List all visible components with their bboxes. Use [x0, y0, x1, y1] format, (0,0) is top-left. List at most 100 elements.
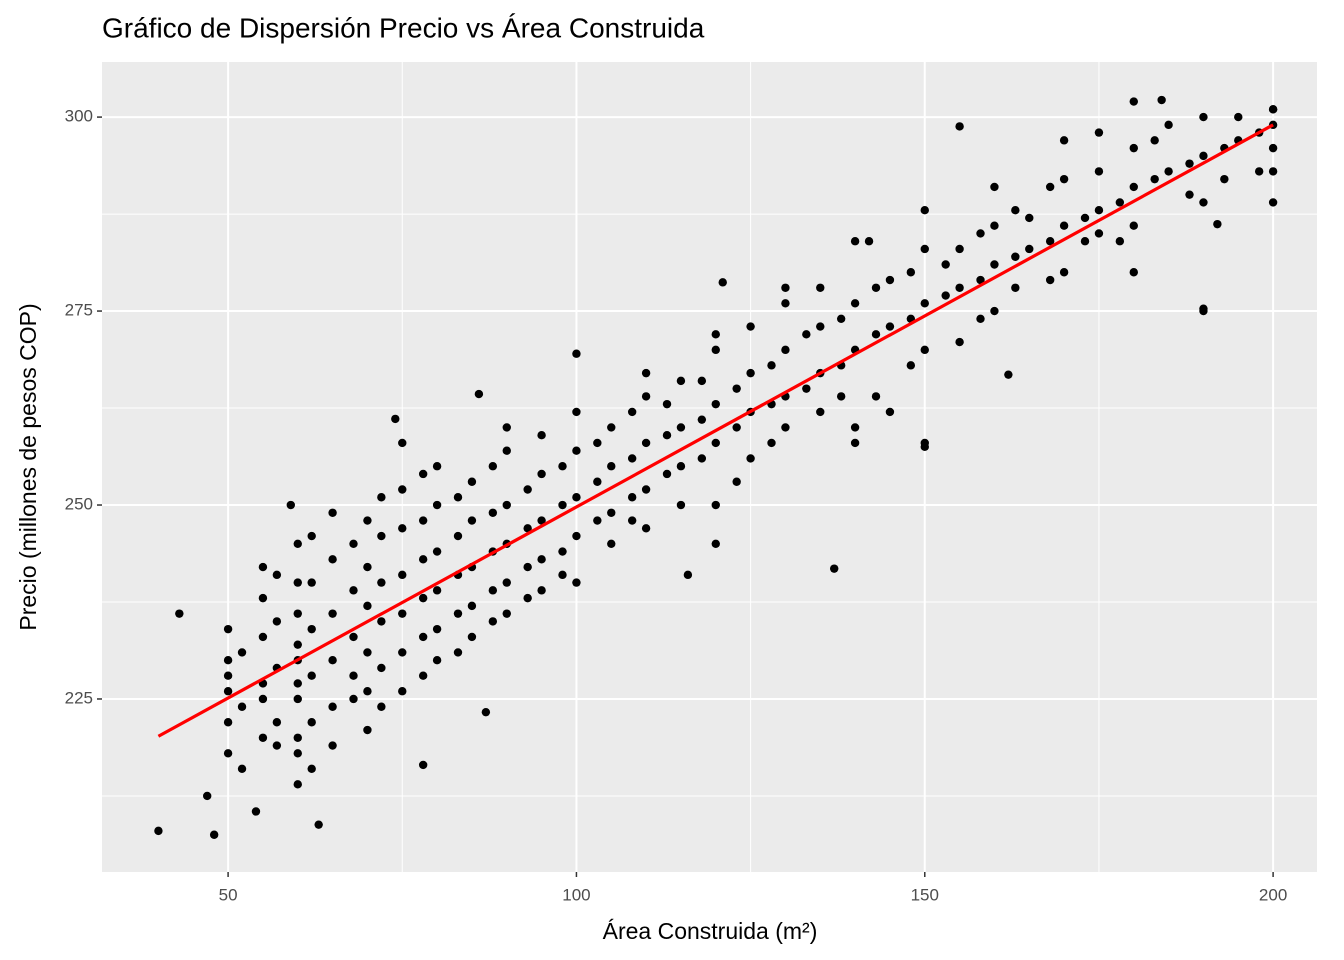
point [328, 555, 337, 564]
point [607, 539, 616, 549]
point [850, 237, 860, 246]
point [258, 632, 268, 642]
point [398, 609, 407, 618]
point [1129, 97, 1138, 106]
point [1268, 105, 1278, 114]
x-tick-label: 150 [911, 885, 939, 904]
point [293, 539, 302, 549]
point [391, 414, 400, 424]
point [802, 384, 811, 393]
point [607, 462, 616, 471]
point [488, 508, 498, 517]
point [1129, 143, 1138, 153]
point [398, 570, 407, 580]
point [1011, 252, 1020, 261]
y-tick-label: 225 [65, 688, 93, 707]
point [1129, 221, 1138, 230]
point [1164, 120, 1173, 130]
point [537, 469, 546, 479]
point [836, 392, 846, 401]
point [467, 477, 477, 486]
point [1115, 237, 1125, 246]
point [537, 430, 546, 440]
point [523, 524, 532, 533]
point [641, 438, 651, 448]
point [272, 741, 282, 750]
point [1150, 174, 1159, 184]
y-tick-label: 250 [65, 495, 93, 514]
point [502, 500, 511, 510]
point [781, 345, 790, 355]
point [1129, 182, 1138, 192]
point [871, 283, 881, 292]
point [272, 718, 282, 727]
point [976, 275, 985, 285]
panel [102, 62, 1317, 872]
point [328, 655, 337, 665]
point [202, 791, 212, 801]
point [453, 609, 463, 618]
point [920, 205, 929, 215]
point [272, 570, 282, 580]
point [223, 718, 233, 727]
point [732, 477, 741, 486]
point [1157, 95, 1166, 105]
point [363, 687, 372, 696]
point [488, 462, 498, 471]
point [418, 516, 428, 525]
point [711, 345, 720, 355]
point [1268, 143, 1278, 153]
point [293, 780, 302, 789]
point [1220, 174, 1229, 184]
point [398, 687, 407, 696]
point [607, 423, 616, 432]
point [349, 539, 358, 549]
point [850, 423, 860, 432]
point [258, 562, 268, 572]
point [941, 291, 950, 300]
trend-line [157, 123, 1274, 738]
point [955, 337, 964, 347]
point [237, 648, 247, 657]
point [607, 508, 616, 517]
point [537, 586, 546, 595]
point [1011, 205, 1020, 215]
point [641, 368, 651, 378]
point [418, 760, 428, 770]
point [558, 462, 567, 471]
y-tick-label: 300 [65, 107, 93, 126]
point [1150, 136, 1159, 145]
point [349, 694, 358, 704]
point [307, 764, 316, 774]
point [293, 679, 302, 688]
point [697, 415, 707, 424]
point [537, 555, 546, 564]
point [572, 407, 581, 417]
point [363, 562, 372, 572]
point [418, 593, 428, 603]
point [237, 702, 247, 711]
point [432, 500, 442, 510]
point [1025, 244, 1034, 254]
point [885, 275, 895, 285]
point [314, 820, 323, 829]
point [906, 361, 916, 370]
point [502, 609, 511, 618]
point [223, 655, 233, 665]
point [816, 283, 825, 292]
point [209, 830, 219, 839]
point [328, 741, 337, 750]
point [453, 648, 463, 657]
point [1011, 283, 1020, 292]
point [502, 446, 511, 455]
point [293, 694, 302, 704]
point [286, 500, 295, 510]
point [850, 438, 860, 448]
point [697, 376, 707, 386]
point [627, 516, 637, 525]
point [1213, 219, 1222, 229]
point [1254, 167, 1264, 176]
point [1164, 167, 1173, 176]
point [1268, 167, 1278, 176]
